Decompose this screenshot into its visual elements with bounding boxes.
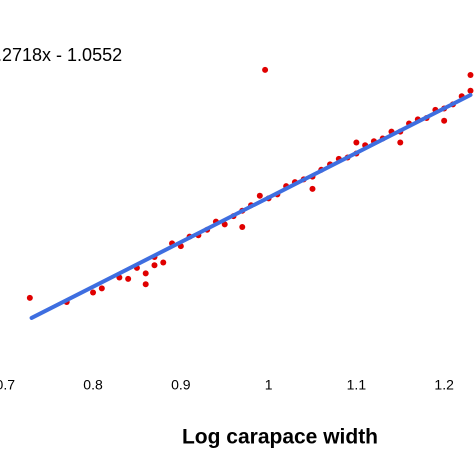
x-tick-label: 0.7: [0, 377, 15, 393]
point: [441, 117, 448, 124]
point: [26, 294, 33, 301]
point: [142, 270, 149, 277]
x-tick-label: 0.9: [171, 377, 191, 393]
equation: .2718x - 1.0552: [0, 45, 122, 65]
point: [397, 139, 404, 146]
trendline: [29, 92, 473, 320]
x-tick-label: 1.2: [434, 377, 454, 393]
point: [467, 71, 474, 78]
point: [90, 289, 97, 296]
x-tick-label: 0.8: [83, 377, 103, 393]
point: [98, 285, 105, 292]
point: [309, 185, 316, 192]
point: [142, 281, 149, 288]
x-tick-label: 1: [265, 377, 273, 393]
point: [467, 87, 474, 94]
point: [125, 275, 132, 282]
point: [151, 262, 158, 269]
point: [239, 224, 246, 231]
point: [353, 139, 360, 146]
point: [160, 259, 167, 266]
x-tick-label: 1.1: [347, 377, 367, 393]
x-axis-label: Log carapace width: [182, 426, 378, 449]
point: [256, 192, 263, 199]
point: [262, 66, 269, 73]
